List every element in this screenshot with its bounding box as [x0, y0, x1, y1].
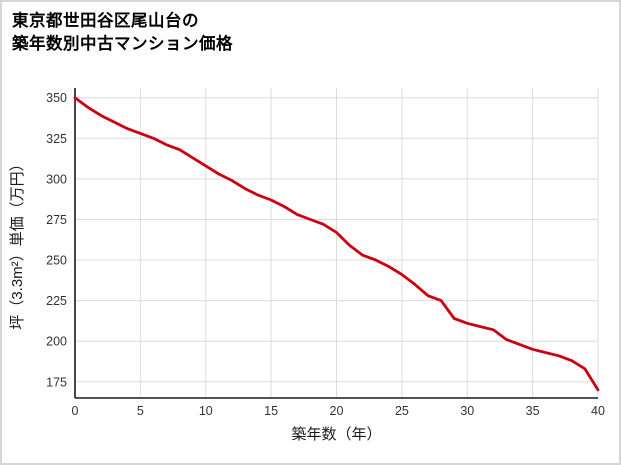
y-tick-label: 250	[46, 254, 67, 268]
y-tick-label: 225	[46, 294, 67, 308]
x-tick-label: 15	[264, 404, 278, 418]
y-tick-label: 325	[46, 132, 67, 146]
chart-title: 東京都世田谷区尾山台の 築年数別中古マンション価格	[12, 10, 233, 57]
chart-title-line2: 築年数別中古マンション価格	[12, 35, 233, 54]
y-axis-title: 坪（3.3m²）単価（万円）	[9, 156, 26, 329]
y-tick-label: 300	[46, 172, 67, 186]
x-tick-label: 5	[137, 404, 144, 418]
price-series-line	[73, 96, 600, 392]
y-tick-label: 200	[46, 335, 67, 349]
x-tick-label: 0	[72, 404, 79, 418]
y-tick-label: 275	[46, 213, 67, 227]
y-tick-label: 350	[46, 91, 67, 105]
x-axis-title: 築年数（年）	[291, 425, 381, 443]
y-tick-label: 175	[46, 375, 67, 389]
x-tick-label: 25	[395, 404, 409, 418]
x-tick-label: 10	[199, 404, 213, 418]
chart-title-line1: 東京都世田谷区尾山台の	[12, 12, 199, 30]
x-tick-label: 20	[330, 404, 344, 418]
x-tick-label: 40	[591, 404, 605, 418]
x-tick-label: 35	[526, 404, 540, 418]
x-tick-label: 30	[460, 404, 474, 418]
